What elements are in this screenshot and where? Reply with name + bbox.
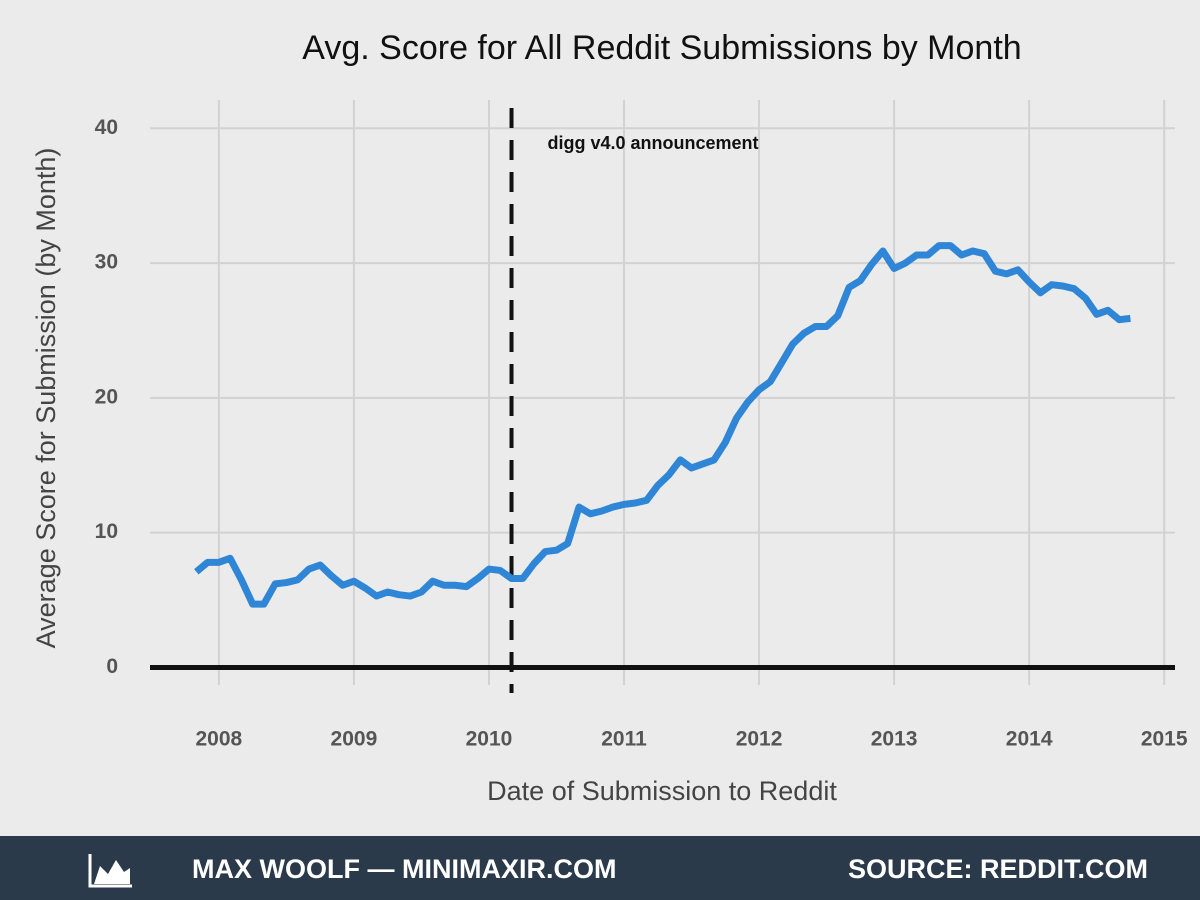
x-tick-label: 2013 <box>871 728 918 751</box>
logo <box>88 854 132 888</box>
x-tick-label: 2012 <box>736 728 783 751</box>
x-tick-label: 2008 <box>196 728 243 751</box>
x-tick-label: 2010 <box>466 728 513 751</box>
x-axis-label: Date of Submission to Reddit <box>487 776 837 806</box>
footer-source: SOURCE: REDDIT.COM <box>848 854 1148 884</box>
x-tick-label: 2009 <box>331 728 378 751</box>
y-tick-label: 30 <box>95 251 118 274</box>
footer <box>0 836 1200 900</box>
x-tick-label: 2011 <box>601 728 647 751</box>
y-tick-label: 40 <box>95 116 118 139</box>
x-tick-label: 2015 <box>1141 728 1188 751</box>
data-line <box>194 242 1131 608</box>
footer-credit: MAX WOOLF — MINIMAXIR.COM <box>192 854 616 884</box>
x-tick-label: 2014 <box>1006 728 1053 751</box>
y-tick-label: 10 <box>95 520 118 543</box>
annotation-text: digg v4.0 announcement <box>548 133 759 153</box>
chart-title: Avg. Score for All Reddit Submissions by… <box>302 29 1021 67</box>
logo-area <box>94 860 130 884</box>
logo-axis <box>88 854 132 888</box>
plot-area: 0 10 20 30 40 2008 2009 2010 2011 2012 2013 2014 201… <box>95 100 1188 751</box>
y-tick-label: 20 <box>95 385 118 408</box>
y-tick-label: 0 <box>106 655 118 678</box>
y-axis-label: Average Score for Submission (by Month) <box>31 148 61 649</box>
